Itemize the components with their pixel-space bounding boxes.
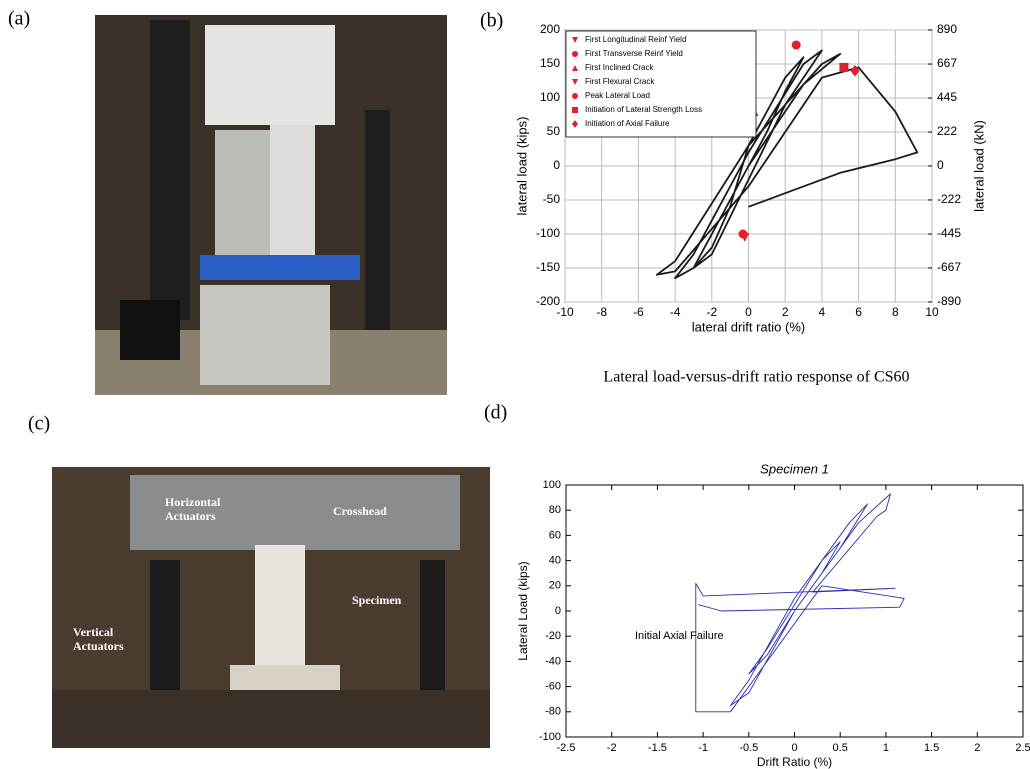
data-line	[695, 493, 905, 713]
x-tick-label: 0	[791, 742, 797, 754]
x-tick-label: -6	[633, 305, 644, 319]
y-tick-label: 80	[549, 504, 561, 516]
x-tick-label: 4	[819, 305, 826, 319]
marker	[572, 37, 578, 43]
chart-caption: Lateral load-versus-drift ratio response…	[603, 369, 909, 386]
y-tick-label: 20	[549, 580, 561, 592]
y-tick-label: 40	[549, 555, 561, 567]
y2-tick-label: 0	[937, 158, 944, 172]
y2-tick-label: -445	[937, 226, 961, 240]
x-tick-label: -10	[556, 305, 574, 319]
x-tick-label: -1.5	[648, 742, 667, 754]
x-tick-label: -0.5	[739, 742, 758, 754]
y-tick-label: -100	[539, 731, 561, 743]
x-tick-label: 0.5	[833, 742, 848, 754]
x-tick-label: -1	[698, 742, 708, 754]
photo-annotation: Specimen	[352, 593, 402, 607]
y-tick-label: 200	[540, 22, 560, 36]
marker	[572, 107, 578, 113]
x-axis-label: Drift Ratio (%)	[757, 755, 832, 769]
marker	[572, 65, 578, 71]
y2-tick-label: -667	[937, 260, 961, 274]
x-tick-label: 2	[974, 742, 980, 754]
y2-tick-label: 890	[937, 22, 957, 36]
data-line	[655, 49, 919, 280]
x-tick-label: 2.5	[1015, 742, 1030, 754]
photo-a	[95, 15, 447, 395]
y-axis-label: lateral load (kips)	[514, 117, 529, 216]
y-tick-label: -60	[545, 681, 561, 693]
panel-label: (b)	[480, 10, 503, 32]
x-tick-label: -2	[607, 742, 617, 754]
marker	[572, 51, 578, 57]
x-axis-label: lateral drift ratio (%)	[692, 319, 805, 334]
y2-tick-label: -222	[937, 192, 961, 206]
y-tick-label: -200	[536, 294, 560, 308]
x-tick-label: -2.5	[557, 742, 576, 754]
legend-label: First Flexural Crack	[585, 77, 655, 86]
marker	[839, 62, 849, 72]
marker	[572, 93, 578, 99]
marker	[791, 40, 801, 50]
photo-annotation: Horizontal Actuators	[165, 495, 221, 523]
x-tick-label: 2	[782, 305, 789, 319]
y-tick-label: 100	[543, 479, 561, 491]
x-tick-label: 1.5	[924, 742, 939, 754]
panel-label: (a)	[8, 8, 30, 30]
marker	[740, 232, 750, 242]
y-tick-label: -80	[545, 706, 561, 718]
y-tick-label: -40	[545, 655, 561, 667]
y2-tick-label: 222	[937, 124, 957, 138]
x-tick-label: 6	[855, 305, 862, 319]
y-tick-label: 150	[540, 56, 560, 70]
x-tick-label: 8	[892, 305, 899, 319]
y-tick-label: 60	[549, 529, 561, 541]
legend-label: Initiation of Lateral Strength Loss	[585, 105, 702, 114]
chart-title: Specimen 1	[760, 461, 829, 476]
photo-annotation: Crosshead	[333, 504, 387, 518]
y-tick-label: 0	[553, 158, 560, 172]
y-tick-label: -50	[543, 192, 561, 206]
legend-label: First Longitudinal Reinf Yield	[585, 35, 686, 44]
x-tick-label: -2	[706, 305, 717, 319]
legend-label: First Inclined Crack	[585, 63, 654, 72]
x-tick-label: -8	[596, 305, 607, 319]
photo-annotation: Vertical Actuators	[73, 625, 124, 653]
x-tick-label: 10	[925, 305, 939, 319]
y-tick-label: 100	[540, 90, 560, 104]
legend-label: First Transverse Reinf Yield	[585, 49, 683, 58]
legend-box	[565, 30, 757, 138]
y2-axis-label: lateral load (kN)	[971, 120, 986, 212]
x-tick-label: -4	[670, 305, 681, 319]
legend-label: Peak Lateral Load	[585, 91, 650, 100]
marker	[850, 64, 860, 77]
marker	[572, 120, 578, 128]
y-axis-label: Lateral Load (kips)	[516, 561, 530, 660]
y-tick-label: -20	[545, 630, 561, 642]
y-tick-label: -150	[536, 260, 560, 274]
y2-tick-label: 667	[937, 56, 957, 70]
marker	[572, 79, 578, 85]
y-tick-label: 50	[547, 124, 561, 138]
legend-label: Initiation of Axial Failure	[585, 119, 670, 128]
y-tick-label: 0	[555, 605, 561, 617]
annotation: Initial Axial Failure	[635, 630, 724, 642]
x-tick-label: 0	[745, 305, 752, 319]
panel-label: (c)	[28, 413, 50, 435]
y-tick-label: -100	[536, 226, 560, 240]
y2-tick-label: 445	[937, 90, 957, 104]
x-tick-label: 1	[883, 742, 889, 754]
panel-label: (d)	[484, 402, 507, 424]
y2-tick-label: -890	[937, 294, 961, 308]
photo-c	[52, 467, 490, 748]
